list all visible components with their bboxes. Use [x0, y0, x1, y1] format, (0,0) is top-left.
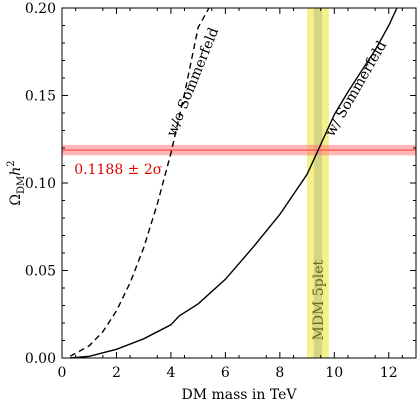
- x-tick-label: 0: [58, 365, 67, 381]
- y-tick-label: 0.10: [25, 176, 56, 192]
- mdm-band-label: MDM 5plet: [311, 260, 327, 341]
- bands-layer: [62, 8, 416, 358]
- y-axis-label: ΩDMh2: [6, 160, 27, 205]
- y-tick-label: 0.15: [25, 89, 56, 105]
- ticks-layer: 0 2 4 6 8 10 12 0.00 0.05 0.10 0.15 0.20: [25, 1, 416, 381]
- x-tick-label: 2: [112, 365, 121, 381]
- y-tick-label: 0.05: [25, 264, 56, 280]
- label-with-sommerfeld: w/ Sommerfeld: [323, 38, 391, 139]
- x-tick-label: 10: [325, 365, 343, 381]
- x-tick-label: 12: [380, 365, 398, 381]
- y-tick-label: 0.00: [25, 351, 56, 367]
- x-axis-label: DM mass in TeV: [181, 387, 297, 403]
- curve-without-sommerfeld: [69, 7, 210, 357]
- labels-layer: DM mass in TeV ΩDMh2 0.1188 ± 2σ MDM 5plet w…: [6, 25, 390, 403]
- label-without-sommerfeld: w/o Sommerfeld: [164, 25, 222, 139]
- x-tick-label: 6: [221, 365, 230, 381]
- mdm-band-core: [313, 8, 323, 358]
- y-tick-label: 0.20: [25, 1, 56, 17]
- relic-band-label: 0.1188 ± 2σ: [74, 162, 163, 178]
- curve-with-sommerfeld: [70, 7, 398, 359]
- x-tick-label: 4: [166, 365, 175, 381]
- x-tick-label: 8: [275, 365, 284, 381]
- series-layer: [69, 7, 398, 359]
